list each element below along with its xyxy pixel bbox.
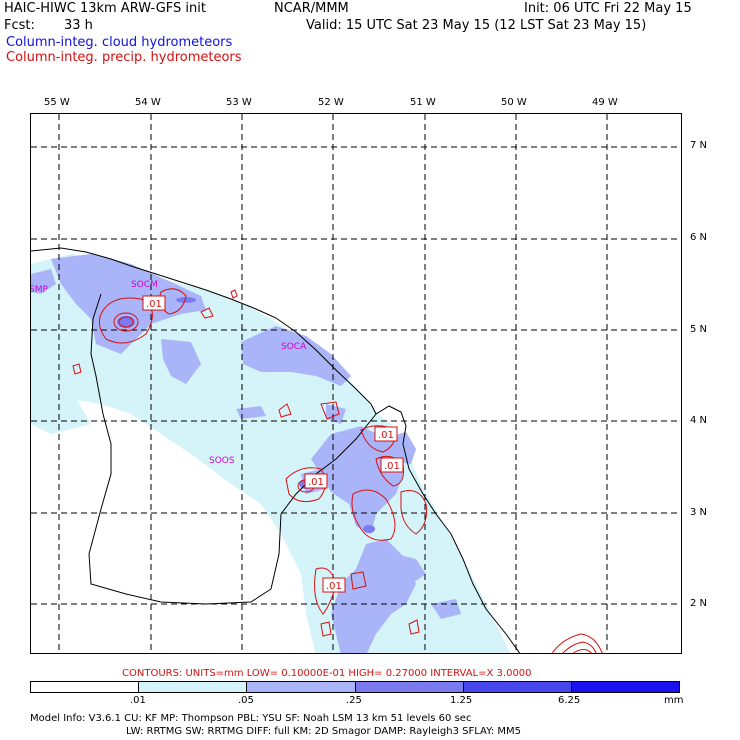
lat-label: 4 N [690, 415, 708, 426]
legend-level: 6.25 [558, 695, 581, 706]
graticule [31, 114, 681, 653]
init-time: Init: 06 UTC Fri 22 May 15 [524, 1, 692, 16]
lon-label: 51 W [410, 97, 436, 108]
station-label-soos: SOOS [209, 456, 235, 466]
legend-swatch [139, 682, 248, 692]
field-precip-label: Column-integ. precip. hydrometeors [6, 50, 242, 65]
valid-time: Valid: 15 UTC Sat 23 May 15 (12 LST Sat … [306, 18, 647, 33]
lat-label: 5 N [690, 324, 708, 335]
forecast-hour: 33 h [64, 18, 93, 33]
model-info-line1: Model Info: V3.6.1 CU: KF MP: Thompson P… [30, 713, 472, 724]
lon-label: 49 W [592, 97, 618, 108]
legend-level: 1.25 [450, 695, 473, 706]
legend-units: mm [664, 695, 684, 706]
legend-level: .05 [238, 695, 254, 706]
legend-level: .01 [130, 695, 146, 706]
legend-colorbar [30, 681, 680, 693]
contour-label: .01 [326, 581, 342, 592]
contour-info: CONTOURS: UNITS=mm LOW= 0.10000E-01 HIGH… [122, 668, 532, 679]
lon-label: 54 W [135, 97, 161, 108]
contour-label: .01 [146, 299, 162, 310]
lon-label: 50 W [501, 97, 527, 108]
forecast-label: Fcst: [4, 18, 35, 33]
field-cloud-label: Column-integ. cloud hydrometeors [6, 35, 233, 50]
lon-label: 53 W [226, 97, 252, 108]
station-labels: SMP SOCM SOCA SOOS [31, 280, 307, 466]
organization: NCAR/MMM [274, 1, 349, 16]
legend-swatch [247, 682, 356, 692]
map-panel[interactable]: .01 .01 .01 .01 .01 SMP SOCM SOCA SOOS [30, 113, 682, 654]
map-canvas: .01 .01 .01 .01 .01 SMP SOCM SOCA SOOS [31, 114, 681, 653]
lat-label: 6 N [690, 232, 708, 243]
lat-label: 3 N [690, 507, 708, 518]
model-info-line2: LW: RRTMG SW: RRTMG DIFF: full KM: 2D Sm… [126, 726, 522, 737]
contour-label: .01 [308, 477, 324, 488]
contour-labels: .01 .01 .01 .01 .01 [146, 299, 400, 592]
station-label-socm: SOCM [131, 280, 158, 290]
station-label-soca: SOCA [281, 342, 307, 352]
station-label-smp: SMP [31, 285, 48, 295]
lat-label: 2 N [690, 598, 708, 609]
contour-label: .01 [384, 461, 400, 472]
lon-label: 55 W [44, 97, 70, 108]
legend-swatch [31, 682, 140, 692]
lat-label: 7 N [690, 140, 708, 151]
precip-contours [72, 288, 603, 653]
legend-swatch [571, 682, 680, 692]
legend-swatch [355, 682, 464, 692]
lon-label: 52 W [318, 97, 344, 108]
contour-label: .01 [378, 430, 394, 441]
legend-level: .25 [346, 695, 362, 706]
contour-label-boxes [142, 295, 404, 593]
legend-swatch [463, 682, 572, 692]
plot-title: HAIC-HIWC 13km ARW-GFS init [4, 1, 206, 16]
